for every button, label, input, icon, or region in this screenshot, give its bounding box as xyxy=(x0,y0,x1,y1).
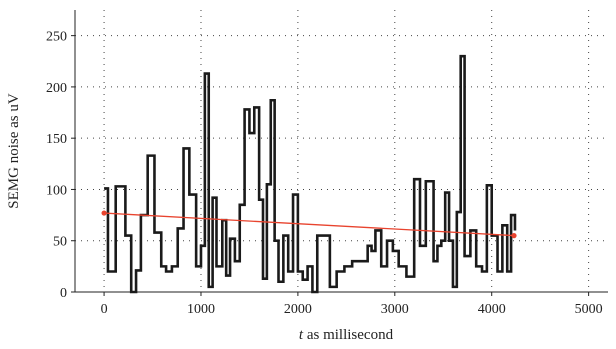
axes xyxy=(74,10,608,293)
y-tick-label: 100 xyxy=(46,183,67,198)
x-tick-label: 0 xyxy=(101,302,108,317)
data-series xyxy=(101,54,517,294)
trend-line-marker xyxy=(511,233,517,239)
x-axis-title: t as millisecond xyxy=(299,327,394,343)
y-tick-labels: 0 50 100 150 200 250 xyxy=(46,30,75,301)
x-tick-label: 5000 xyxy=(575,302,603,317)
semg-noise-step-series xyxy=(104,54,517,294)
x-tick-label: 2000 xyxy=(284,302,312,317)
x-tick-label: 3000 xyxy=(381,302,409,317)
y-axis-title: SEMG noise as uV xyxy=(6,93,22,209)
x-axis-title-rest: as millisecond xyxy=(303,327,393,343)
x-tick-labels: 0 1000 2000 3000 4000 5000 xyxy=(101,292,603,317)
x-axis-title-italic: t xyxy=(299,327,304,343)
grid-lines xyxy=(75,10,608,293)
x-tick-label: 4000 xyxy=(478,302,506,317)
trend-line xyxy=(104,212,515,237)
y-tick-label: 0 xyxy=(60,286,67,301)
y-tick-label: 50 xyxy=(53,235,67,250)
y-tick-label: 250 xyxy=(46,30,67,45)
x-tick-label: 1000 xyxy=(187,302,215,317)
y-tick-label: 200 xyxy=(46,81,67,96)
trend-line-marker xyxy=(101,210,107,216)
y-tick-label: 150 xyxy=(46,132,67,147)
